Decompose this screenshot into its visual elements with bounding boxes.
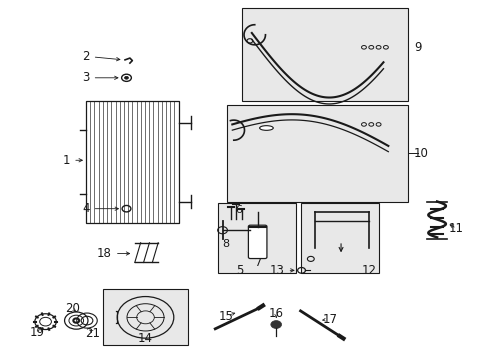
Bar <box>103 289 188 345</box>
Text: 7: 7 <box>254 258 261 268</box>
Text: 5: 5 <box>235 264 243 277</box>
Text: 19: 19 <box>30 326 45 339</box>
Text: 15: 15 <box>218 310 233 324</box>
Text: 13: 13 <box>269 264 293 277</box>
Text: 14: 14 <box>138 332 153 345</box>
Text: 21: 21 <box>85 327 100 339</box>
Text: 18: 18 <box>97 247 129 260</box>
Bar <box>300 203 378 273</box>
Bar <box>86 101 178 223</box>
Bar <box>227 105 407 202</box>
Ellipse shape <box>259 126 273 130</box>
Text: 3: 3 <box>82 71 118 84</box>
Text: 2: 2 <box>82 50 120 63</box>
FancyBboxPatch shape <box>248 225 266 258</box>
Text: 20: 20 <box>65 302 80 315</box>
Bar <box>217 203 295 273</box>
Text: 17: 17 <box>322 312 337 326</box>
Text: 10: 10 <box>413 147 427 159</box>
Text: 12: 12 <box>361 264 376 277</box>
Text: 8: 8 <box>222 239 229 249</box>
Circle shape <box>270 320 281 328</box>
Text: 4: 4 <box>82 202 118 215</box>
Text: 1: 1 <box>62 154 82 167</box>
Circle shape <box>124 76 128 79</box>
Text: 9: 9 <box>413 41 421 54</box>
Text: 16: 16 <box>268 307 283 320</box>
Bar <box>242 8 407 101</box>
Text: 6: 6 <box>235 206 242 216</box>
Text: 11: 11 <box>448 222 463 235</box>
